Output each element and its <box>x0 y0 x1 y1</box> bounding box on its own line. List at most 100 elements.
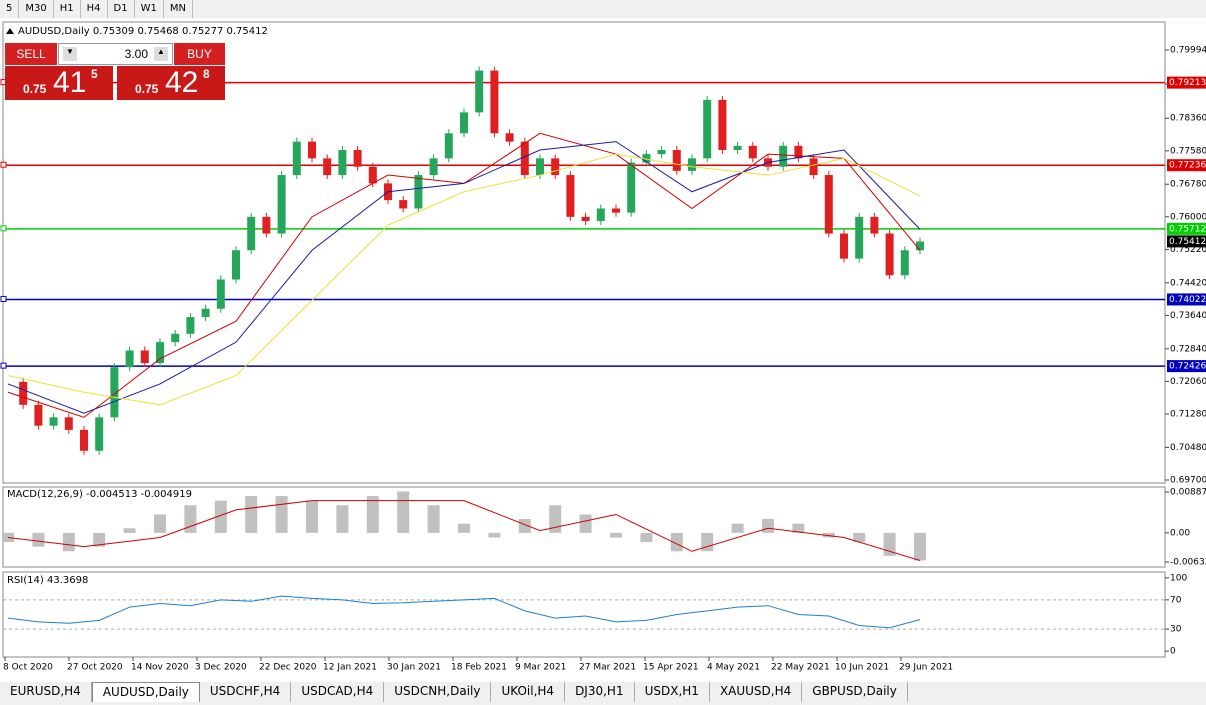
bid-quote[interactable]: 0.75 41 5 <box>5 66 113 100</box>
macd-frame <box>2 486 1166 568</box>
level-label: 0.79213 <box>1169 78 1206 88</box>
lot-down[interactable]: ▼ <box>63 47 77 61</box>
bid-small: 5 <box>91 67 98 81</box>
ohlc: 0.75309 0.75468 0.75277 0.75412 <box>93 26 268 37</box>
chart-tab[interactable]: GBPUSD,Daily <box>802 682 908 702</box>
x-tick-label: 8 Oct 2020 <box>3 663 53 673</box>
y-tick-label: 0.00 <box>1170 528 1190 538</box>
macd-bar <box>640 532 653 543</box>
chart-tab[interactable]: USDCHF,H4 <box>200 682 292 702</box>
candle <box>536 158 544 176</box>
candle <box>794 145 803 159</box>
candle <box>95 417 104 451</box>
bid-prefix: 0.75 <box>23 82 47 96</box>
chart-tab[interactable]: XAUUSD,H4 <box>710 682 803 702</box>
level-label: 0.74022 <box>1169 295 1206 305</box>
chart-title: AUDUSD,Daily 0.75309 0.75468 0.75277 0.7… <box>18 26 268 37</box>
macd-bar <box>2 532 14 543</box>
candle <box>900 250 909 276</box>
candle <box>824 175 833 234</box>
chart-tab[interactable]: DJ30,H1 <box>565 682 635 702</box>
sell-button[interactable]: SELL <box>5 43 57 65</box>
candle <box>779 145 788 167</box>
candle <box>353 149 362 167</box>
macd-bar <box>792 523 805 533</box>
y-tick-label: 0.77580 <box>1170 146 1206 156</box>
macd-bar <box>245 496 258 533</box>
y-tick-label: 30 <box>1170 625 1182 635</box>
lot-up[interactable]: ▲ <box>154 47 168 61</box>
x-tick-label: 4 May 2021 <box>707 663 760 673</box>
timeframe-button[interactable]: H4 <box>81 0 108 18</box>
candle <box>855 216 864 259</box>
level-label-bg <box>1167 222 1206 235</box>
timeframe-button[interactable]: M30 <box>19 0 54 18</box>
candle <box>414 175 423 209</box>
y-tick-label: 0.70480 <box>1170 443 1206 453</box>
trade-panel: SELL ▼ 3.00 ▲ BUY 0.75 41 5 0.75 42 8 <box>5 43 225 100</box>
candle <box>49 417 58 426</box>
candle <box>308 141 316 159</box>
candle <box>581 216 590 222</box>
y-tick-label: 0.76780 <box>1170 180 1206 190</box>
level-handle <box>0 161 7 168</box>
level-label: 0.75712 <box>1169 224 1206 234</box>
macd-bar <box>397 491 410 533</box>
x-tick-label: 22 Dec 2020 <box>259 663 317 673</box>
ask-prefix: 0.75 <box>135 82 159 96</box>
candle <box>338 149 347 176</box>
timeframe-button[interactable]: 5 <box>0 0 20 18</box>
candle <box>19 381 28 405</box>
y-tick-label: -0.00632 <box>1170 557 1206 567</box>
level-label-bg <box>1167 360 1206 373</box>
macd-bar <box>184 505 197 533</box>
rsi-title: RSI(14) 43.3698 <box>7 575 88 586</box>
y-tick-label: 0.78360 <box>1170 114 1206 124</box>
y-tick-label: 0.73640 <box>1170 311 1206 321</box>
macd-bar <box>853 532 866 543</box>
level-handle <box>0 225 7 232</box>
macd-bar <box>488 532 501 538</box>
buy-button[interactable]: BUY <box>174 43 225 65</box>
x-tick-label: 22 May 2021 <box>771 663 830 673</box>
macd-bar <box>701 532 714 552</box>
timeframe-button[interactable]: H1 <box>54 0 81 18</box>
timeframe-button[interactable]: D1 <box>108 0 135 18</box>
y-tick-label: 0.74420 <box>1170 278 1206 288</box>
moving-average <box>7 153 921 406</box>
candle <box>201 308 210 318</box>
timeframe-button[interactable]: MN <box>164 0 193 18</box>
chart-tab[interactable]: EURUSD,H4 <box>0 682 92 702</box>
chart-tab[interactable]: USDCNH,Daily <box>384 682 492 702</box>
chart-tab[interactable]: UKOil,H4 <box>491 682 566 702</box>
candle <box>125 350 134 368</box>
candle <box>657 149 666 155</box>
level-label-bg <box>1167 293 1206 306</box>
candle <box>444 133 453 159</box>
candle <box>232 250 240 280</box>
candle <box>368 166 377 184</box>
y-tick-label: 0.71280 <box>1170 409 1206 419</box>
ask-quote[interactable]: 0.75 42 8 <box>117 66 225 100</box>
lot-field[interactable]: ▼ 3.00 ▲ <box>58 43 173 65</box>
chart-tabs: EURUSD,H4 AUDUSD,Daily USDCHF,H4 USDCAD,H4 U… <box>0 682 908 702</box>
candle <box>475 70 484 113</box>
main-frame <box>2 21 1166 484</box>
candle <box>870 216 879 234</box>
chart-tab[interactable]: USDX,H1 <box>635 682 710 702</box>
chart-tab[interactable]: USDCAD,H4 <box>291 682 385 702</box>
macd-bar <box>214 500 227 533</box>
chart-tab[interactable]: AUDUSD,Daily <box>91 682 200 702</box>
collapse-icon[interactable] <box>6 28 14 34</box>
x-tick-label: 14 Nov 2020 <box>131 663 189 673</box>
y-tick-label: 100 <box>1170 573 1187 583</box>
x-tick-label: 27 Mar 2021 <box>579 663 636 673</box>
candle <box>34 404 43 426</box>
candle <box>520 141 529 176</box>
candle <box>429 158 438 176</box>
timeframe-button[interactable]: W1 <box>135 0 164 18</box>
candle <box>490 70 499 134</box>
macd-title: MACD(12,26,9) -0.004513 -0.004919 <box>7 489 192 500</box>
